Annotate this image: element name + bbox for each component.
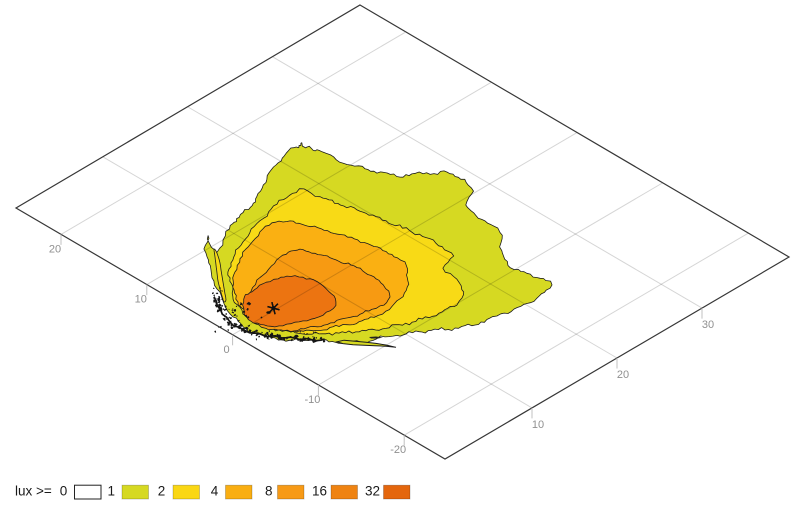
svg-text:0: 0: [60, 484, 68, 499]
svg-text:2: 2: [158, 484, 166, 499]
svg-text:lux >=: lux >=: [15, 484, 52, 499]
svg-text:32: 32: [365, 484, 380, 499]
svg-text:0: 0: [224, 344, 230, 356]
svg-text:-20: -20: [390, 444, 406, 456]
svg-text:1: 1: [107, 484, 115, 499]
svg-text:20: 20: [617, 369, 629, 381]
svg-text:16: 16: [312, 484, 327, 499]
svg-text:10: 10: [135, 294, 147, 306]
svg-text:30: 30: [702, 319, 714, 331]
svg-text:10: 10: [532, 419, 544, 431]
svg-text:-10: -10: [304, 394, 320, 406]
svg-text:20: 20: [49, 243, 61, 255]
svg-text:8: 8: [265, 484, 273, 499]
svg-text:4: 4: [211, 484, 219, 499]
